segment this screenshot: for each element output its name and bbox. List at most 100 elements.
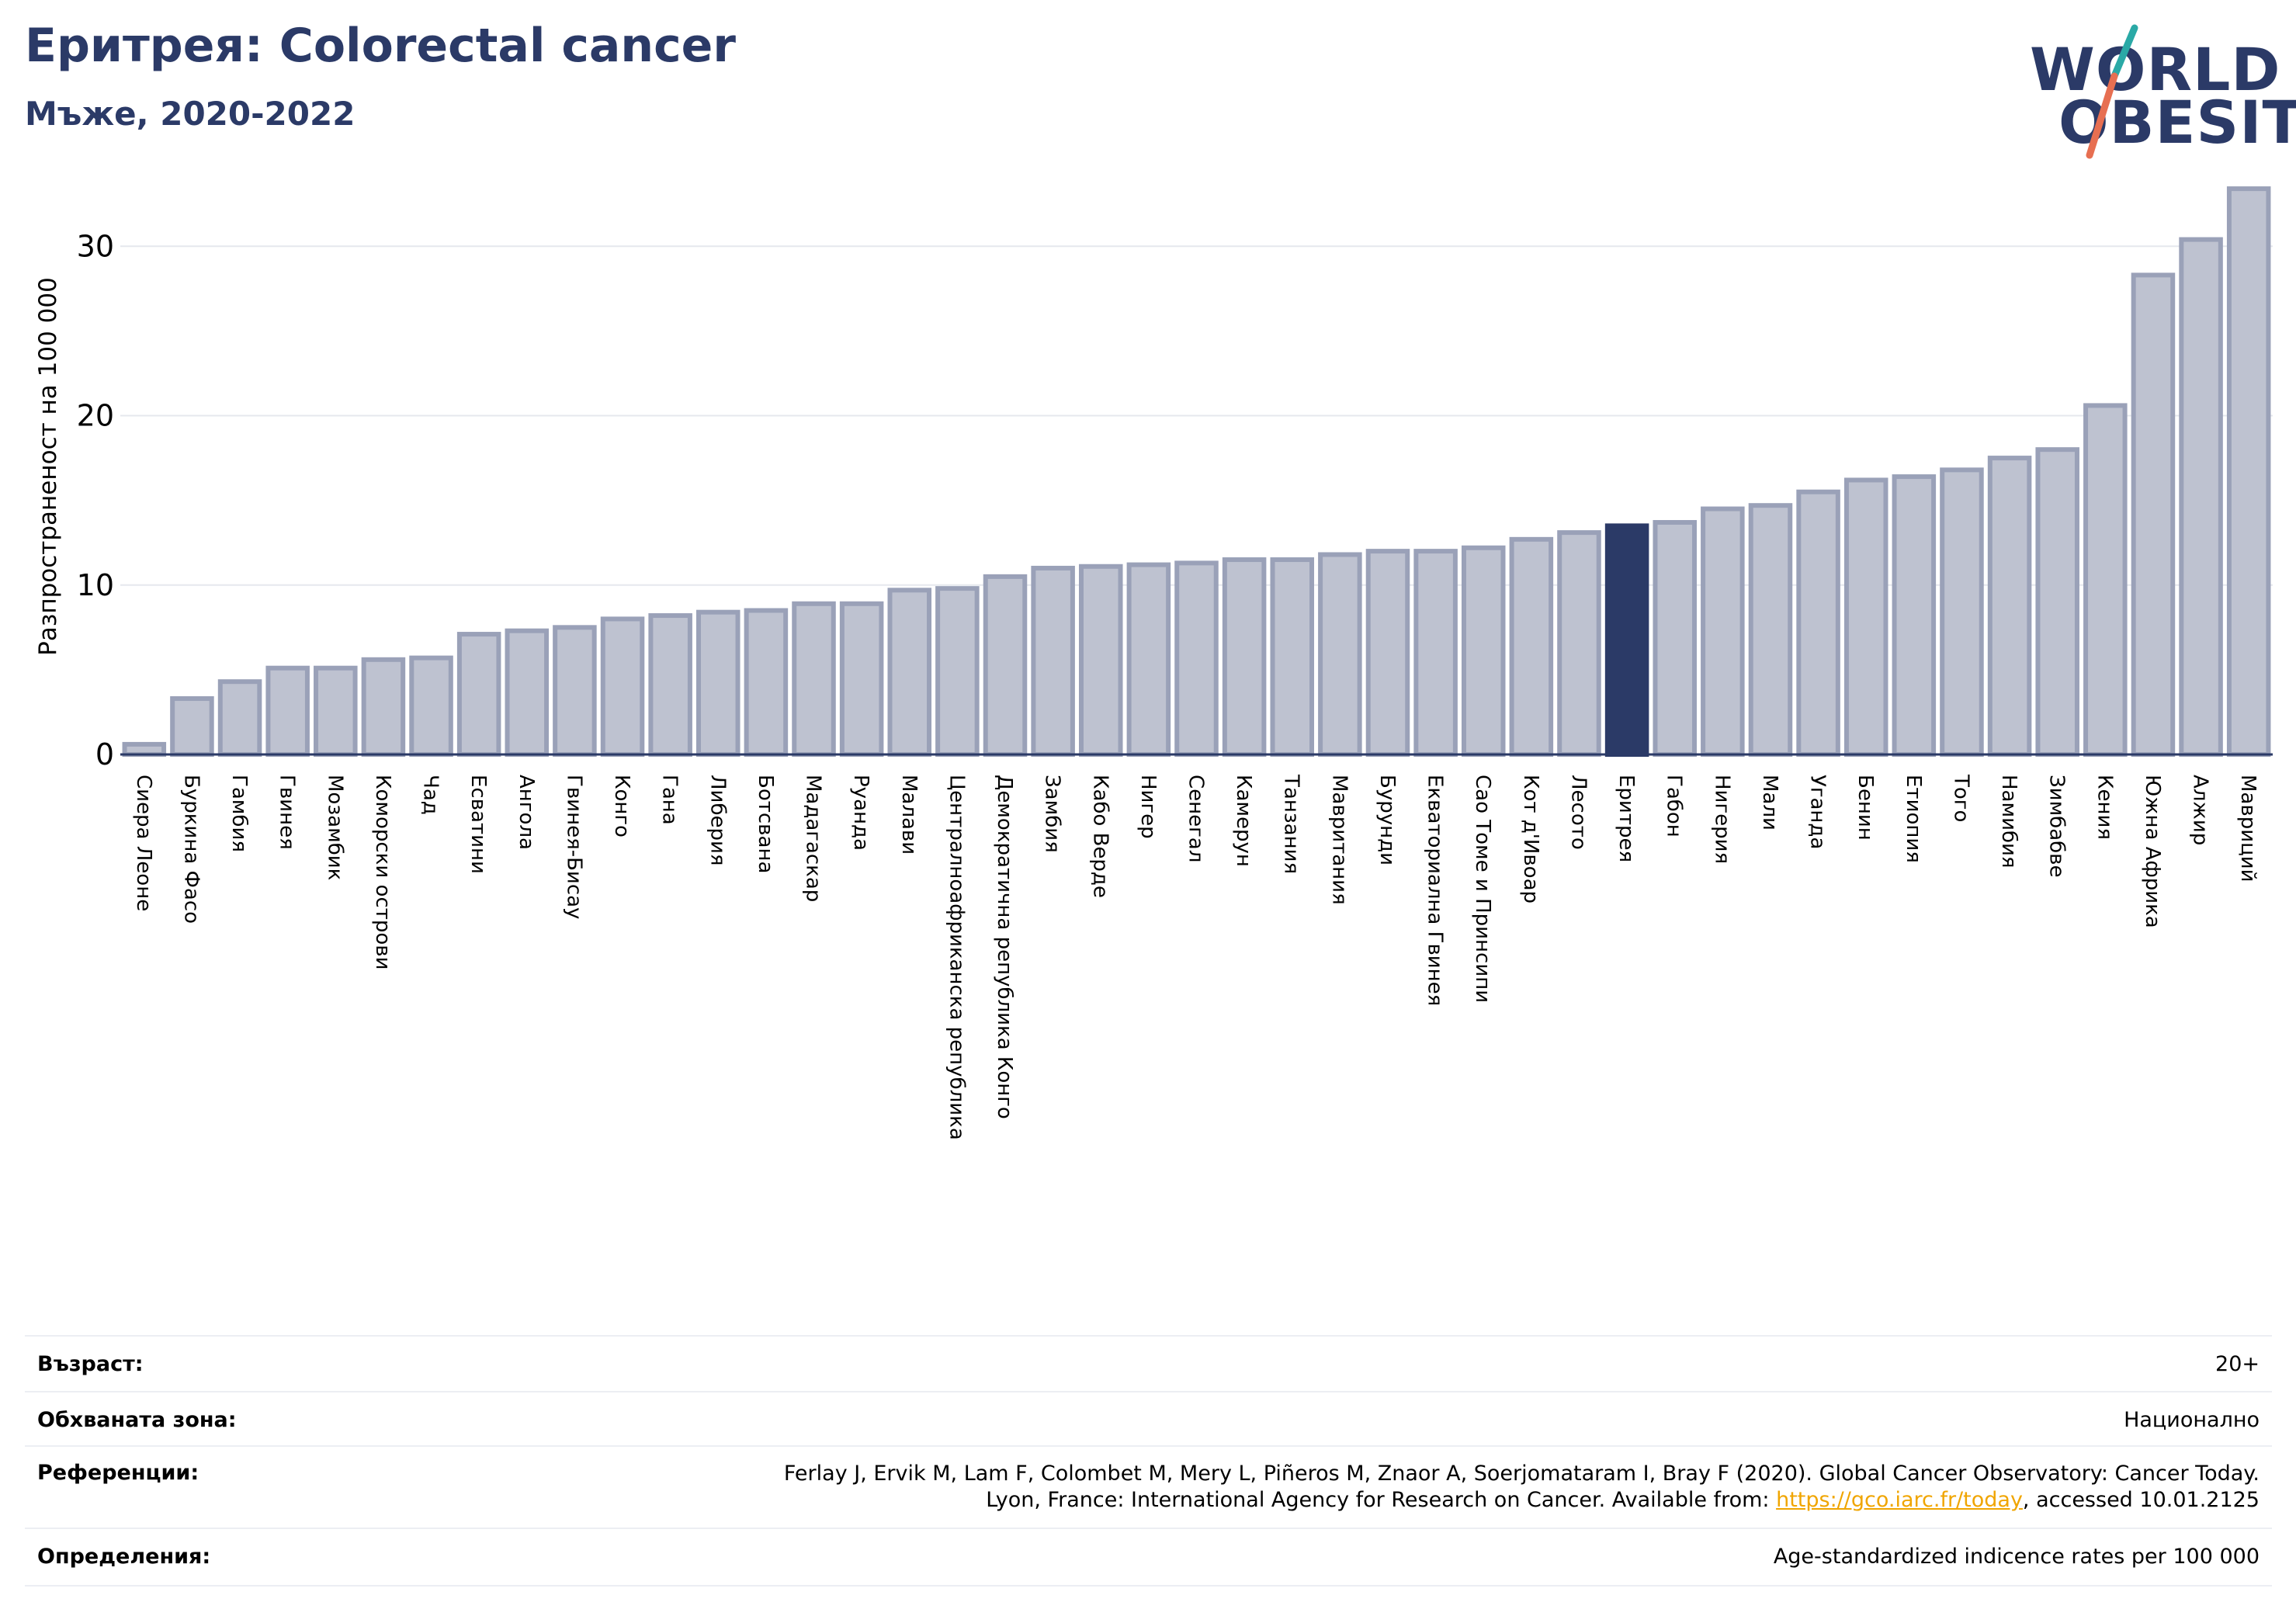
y-tick-label: 30 [77, 229, 114, 263]
x-tick-label: Есватини [466, 775, 490, 874]
bar [696, 609, 740, 758]
bar [1365, 549, 1410, 758]
x-tick-label: Кот д'Ивоар [1519, 775, 1542, 903]
x-tick-label: Ботсвана [754, 775, 777, 873]
references-value: Ferlay J, Ervik M, Lam F, Colombet M, Me… [784, 1461, 2260, 1514]
y-axis-label: Разпространеност на 100 000 [34, 277, 62, 656]
bar [170, 695, 214, 758]
bar-chart: 0 10 20 30 Разпространеност на 100 000 Сиера … [34, 186, 2273, 1140]
x-tick-label: Мавритания [1327, 775, 1351, 905]
x-tick-label: Габон [1663, 775, 1686, 838]
bar [1222, 557, 1267, 757]
references-line2-prefix: Lyon, France: International Agency for R… [986, 1488, 1777, 1512]
x-tick-label: Демократична република Конго [993, 775, 1016, 1119]
logo-line1: WORLD [2030, 35, 2281, 104]
bar [553, 625, 597, 758]
x-tick-label: Замбия [1041, 775, 1064, 853]
area-label: Обхваната зона: [37, 1408, 237, 1432]
x-tick-label: Бенин [1854, 775, 1877, 841]
bar [1270, 557, 1315, 757]
bar [1940, 467, 1984, 757]
bar [792, 601, 836, 757]
bar [314, 665, 358, 758]
bar [1892, 474, 1937, 757]
bar [2179, 237, 2223, 757]
x-tick-label: Либерия [706, 775, 729, 866]
definitions-value: Age-standardized indicence rates per 100… [1773, 1545, 2260, 1569]
bar [409, 655, 453, 758]
x-tick-label: Етиопия [1902, 775, 1925, 863]
bar [1078, 564, 1123, 758]
x-tick-label: Нигерия [1710, 775, 1733, 864]
x-tick-label: Зимбабве [2045, 775, 2069, 878]
bar [1126, 562, 1171, 757]
info-row-definitions: Определения: Age-standardized indicence … [25, 1528, 2272, 1587]
bar [2226, 186, 2271, 757]
x-tick-label: Уганда [1806, 775, 1830, 849]
x-tick-label: Кения [2093, 775, 2116, 840]
world-obesity-logo: WORLD OBESITY [2018, 22, 2296, 161]
bar [1174, 560, 1219, 757]
x-tick-label: Сао Томе и Принсипи [1471, 775, 1494, 1003]
logo-slash-icon [2086, 24, 2138, 159]
x-tick-label: Мали [1758, 775, 1781, 831]
x-tick-label: Алжир [2189, 775, 2212, 845]
bar [887, 588, 932, 757]
x-tick-label: Чад [419, 775, 442, 815]
bar [1748, 503, 1793, 757]
x-tick-label: Сиера Леоне [132, 775, 155, 911]
x-tick-label: Екваториална Гвинея [1424, 775, 1447, 1006]
x-tick-label: Конго [610, 775, 633, 838]
x-tick-label: Мавриций [2236, 775, 2260, 883]
bar [265, 665, 310, 758]
bar [1796, 489, 1840, 757]
bar [361, 657, 406, 757]
bar [456, 632, 501, 757]
bar [2083, 403, 2128, 757]
references-line1: Ferlay J, Ervik M, Lam F, Colombet M, Me… [783, 1462, 2260, 1486]
bar-highlighted [1604, 523, 1649, 757]
age-label: Възраст: [37, 1352, 144, 1376]
bar [505, 628, 550, 757]
x-tick-label: Коморски острови [371, 775, 394, 970]
x-tick-label: Того [1949, 774, 1972, 822]
bar [935, 586, 980, 757]
x-tick-label: Еритрея [1614, 775, 1638, 862]
x-tick-label: Мадагаскар [802, 775, 825, 902]
bar [1653, 520, 1697, 757]
x-tick-label: Намибия [1997, 775, 2020, 869]
x-tick-label: Танзания [1280, 774, 1303, 874]
info-row-age: Възраст: 20+ [25, 1335, 2272, 1392]
bar [1413, 549, 1458, 758]
bar [1987, 456, 2032, 758]
x-tick-label: Гвинея-Бисау [562, 775, 585, 919]
bar [1509, 536, 1554, 757]
bar [983, 574, 1028, 758]
chart-title: Еритрея: Colorectal cancer [25, 19, 736, 73]
bar [2131, 272, 2176, 757]
x-tick-label: Гамбия [227, 775, 251, 852]
bar [600, 616, 645, 757]
bar [648, 613, 692, 757]
x-tick-label: Централноафриканска република [945, 775, 968, 1140]
references-label: Референции: [37, 1461, 199, 1485]
age-value: 20+ [2215, 1352, 2260, 1376]
y-tick-label: 10 [77, 568, 114, 602]
bar [1843, 477, 1888, 757]
x-tick-label: Южна Африка [2141, 775, 2164, 928]
chart-subtitle: Мъже, 2020-2022 [25, 95, 355, 133]
bar [1701, 506, 1745, 757]
x-tick-label: Гвинея [276, 775, 299, 850]
y-tick-label: 20 [77, 399, 114, 433]
x-tick-label: Гана [658, 775, 682, 825]
x-tick-label: Ангола [515, 775, 538, 850]
references-link[interactable]: https://gco.iarc.fr/today [1776, 1488, 2023, 1512]
x-tick-label: Лесото [1566, 775, 1590, 850]
bar [217, 679, 262, 757]
bar [1031, 565, 1075, 757]
definitions-label: Определения: [37, 1545, 211, 1569]
info-row-area: Обхваната зона: Национално [25, 1391, 2272, 1447]
x-tick-label: Малави [897, 775, 921, 855]
x-tick-label: Нигер [1136, 775, 1160, 839]
x-tick-label: Кабо Верде [1088, 775, 1112, 898]
